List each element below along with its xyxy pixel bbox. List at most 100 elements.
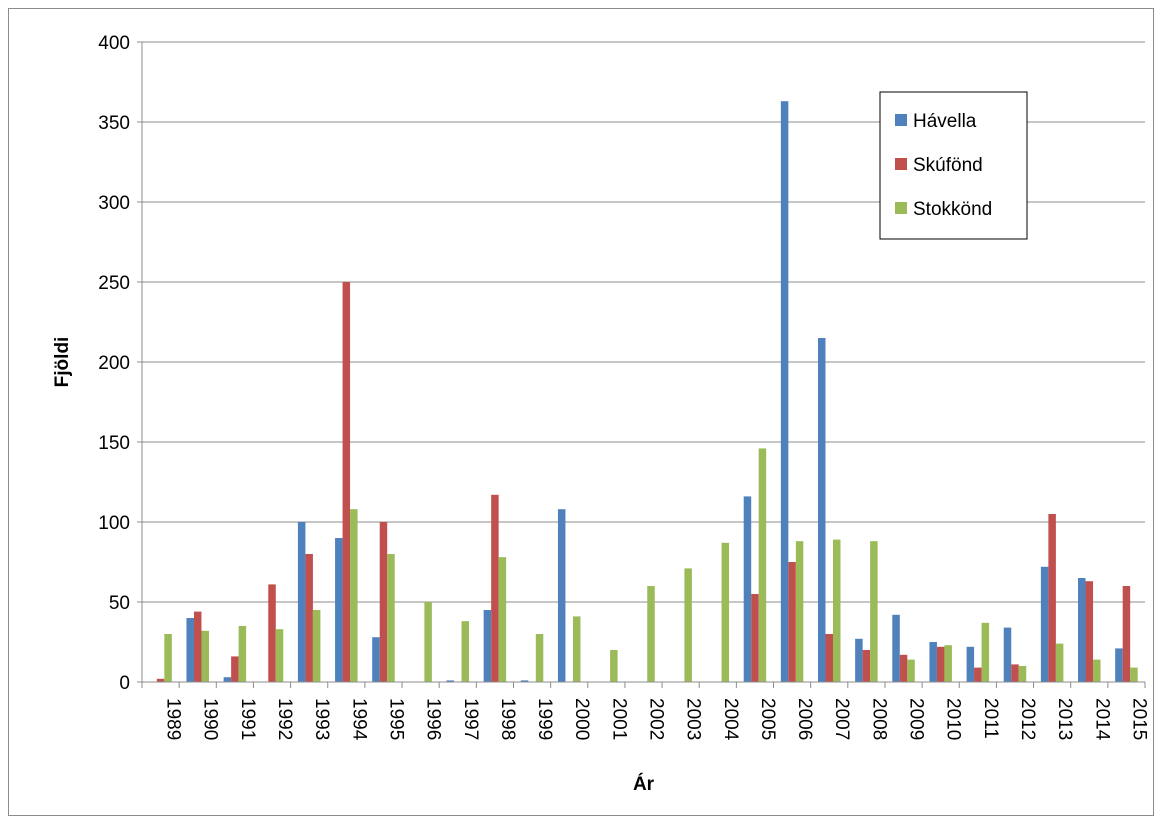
- bar-stokkönd-2005: [758, 448, 767, 682]
- x-tick-label: 2011: [980, 698, 1001, 739]
- x-axis-ticks: 1989 1990 1991 1992 1993 1994 1995 1996 1997 1998…: [141, 682, 1149, 741]
- legend-label: Hávella: [913, 111, 977, 132]
- bar-hávella-2011: [966, 646, 975, 682]
- y-axis-ticks: 0 50 100 150 200 250 300 350 400: [98, 33, 142, 694]
- bar-skúfönd-2011: [974, 667, 982, 682]
- x-tick-label: 2007: [831, 698, 852, 740]
- bar-skúfönd-2014: [1085, 581, 1094, 682]
- x-tick-label: 2013: [1054, 698, 1075, 740]
- bar-stokkönd-1991: [238, 626, 247, 682]
- y-tick-label: 50: [109, 593, 130, 614]
- bar-stokkönd-2014: [1093, 659, 1101, 682]
- legend: Hávella Skúfönd Stokkönd: [879, 91, 1028, 240]
- y-tick-label: 150: [98, 433, 130, 454]
- bar-skúfönd-2009: [899, 654, 908, 682]
- bar-stokkönd-2015: [1130, 667, 1138, 682]
- bar-stokkönd-2000: [572, 616, 581, 682]
- bar-hávella-1995: [372, 637, 380, 682]
- y-tick-label: 350: [98, 113, 130, 134]
- bar-stokkönd-1998: [498, 557, 507, 682]
- x-tick-label: 2004: [720, 698, 741, 741]
- bar-skúfönd-2008: [862, 650, 871, 682]
- x-tick-label: 1992: [274, 698, 295, 740]
- legend-label: Skúfönd: [913, 155, 983, 176]
- x-tick-label: 1995: [385, 698, 406, 740]
- y-tick-label: 250: [98, 273, 130, 294]
- bar-stokkönd-1997: [461, 621, 470, 682]
- bar-hávella-1991: [223, 677, 232, 682]
- bar-hávella-1998: [483, 610, 492, 682]
- x-axis-title: Ár: [633, 773, 655, 795]
- bar-stokkönd-1999: [535, 634, 544, 682]
- bar-stokkönd-2002: [647, 586, 655, 682]
- x-tick-label: 2000: [571, 698, 592, 740]
- bar-hávella-1993: [297, 522, 306, 682]
- x-tick-label: 1999: [534, 698, 555, 740]
- bar-stokkönd-2009: [907, 659, 915, 682]
- bar-hávella-2005: [743, 496, 752, 682]
- bar-hávella-2000: [557, 509, 566, 682]
- x-tick-label: 1989: [163, 698, 184, 740]
- bar-hávella-1999: [520, 680, 529, 682]
- x-tick-label: 1996: [423, 698, 444, 740]
- x-tick-label: 2009: [906, 698, 927, 740]
- bar-stokkönd-2013: [1055, 643, 1064, 682]
- bar-stokkönd-2001: [610, 650, 618, 682]
- x-tick-label: 1998: [497, 698, 518, 740]
- x-tick-label: 2006: [794, 698, 815, 740]
- x-tick-label: 2003: [683, 698, 704, 740]
- y-tick-label: 0: [119, 673, 130, 694]
- x-tick-label: 1991: [237, 698, 258, 740]
- x-tick-label: 2010: [943, 698, 964, 740]
- bar-hávella-2014: [1078, 578, 1086, 682]
- bar-skúfönd-1998: [491, 494, 499, 682]
- y-tick-label: 100: [98, 513, 130, 534]
- x-tick-label: 2012: [1017, 698, 1038, 740]
- bar-skúfönd-1990: [193, 611, 202, 682]
- bar-skúfönd-1991: [231, 656, 239, 682]
- bar-stokkönd-1994: [350, 509, 358, 682]
- bar-stokkönd-2012: [1018, 666, 1027, 682]
- legend-swatch-skúfönd: [895, 158, 907, 170]
- bar-hávella-2013: [1040, 566, 1049, 682]
- bar-skúfönd-1994: [342, 282, 351, 682]
- bar-skúfönd-2015: [1122, 586, 1131, 682]
- bar-stokkönd-1990: [201, 630, 209, 682]
- x-tick-label: 2005: [757, 698, 778, 740]
- legend-label: Stokkönd: [913, 199, 992, 220]
- x-tick-label: 1994: [348, 698, 369, 741]
- bar-skúfönd-2013: [1048, 514, 1056, 682]
- bar-hávella-1997: [446, 680, 455, 682]
- bar-stokkönd-2004: [721, 542, 730, 682]
- bar-skúfönd-1995: [379, 522, 388, 682]
- x-tick-label: 1993: [311, 698, 332, 740]
- bar-hávella-2006: [780, 101, 789, 682]
- bar-hávella-2010: [929, 642, 937, 682]
- bar-skúfönd-2010: [936, 646, 945, 682]
- bar-skúfönd-2012: [1011, 664, 1019, 682]
- bar-stokkönd-1989: [164, 634, 172, 682]
- y-tick-label: 400: [98, 33, 130, 54]
- x-tick-label: 1997: [460, 698, 481, 740]
- bars: [156, 101, 1138, 682]
- bar-stokkönd-1996: [424, 602, 432, 682]
- bar-stokkönd-2008: [870, 541, 878, 682]
- bar-stokkönd-1995: [387, 554, 395, 682]
- y-tick-label: 200: [98, 353, 130, 374]
- bar-skúfönd-1992: [268, 584, 276, 682]
- y-axis-title: Fjöldi: [52, 337, 73, 388]
- bar-skúfönd-2007: [825, 634, 833, 682]
- bar-skúfönd-2006: [788, 562, 796, 682]
- bar-hávella-2012: [1003, 627, 1012, 682]
- bar-skúfönd-1989: [156, 678, 165, 682]
- bar-hávella-1994: [335, 538, 343, 682]
- bar-skúfönd-2005: [751, 594, 759, 682]
- legend-swatch-hávella: [895, 114, 907, 126]
- bar-stokkönd-2003: [684, 568, 692, 682]
- bar-hávella-2009: [892, 614, 900, 682]
- bar-stokkönd-1992: [275, 629, 284, 682]
- x-tick-label: 2008: [868, 698, 889, 740]
- x-tick-label: 2015: [1128, 698, 1149, 740]
- bar-stokkönd-2006: [795, 541, 804, 682]
